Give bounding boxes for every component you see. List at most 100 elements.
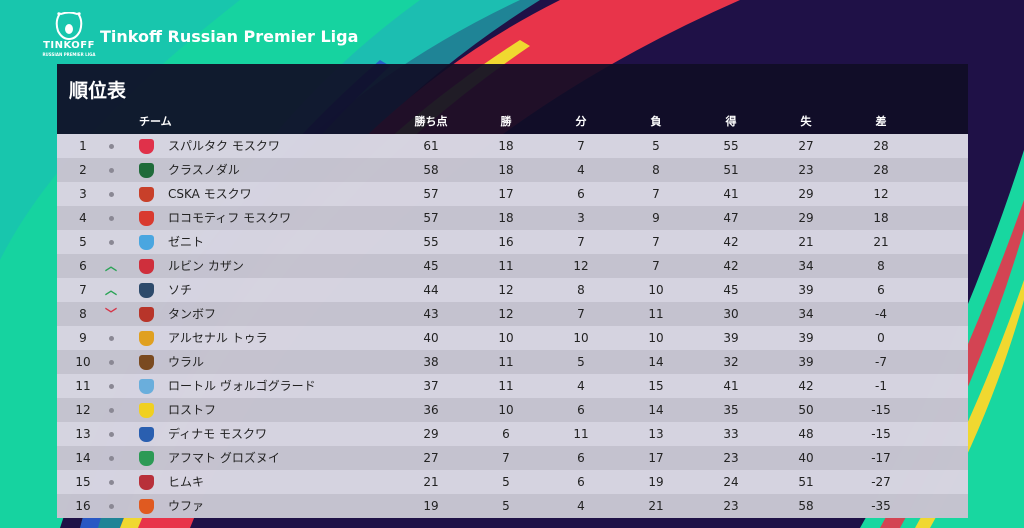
points: 36 — [423, 403, 439, 417]
goals-against: 39 — [798, 283, 814, 297]
team-name: CSKA モスクワ — [168, 187, 252, 201]
table-row[interactable]: 14 アフマト グロズヌイ 27 7 6 17 23 40 -17 — [57, 446, 968, 470]
wins: 11 — [498, 259, 514, 273]
points: 43 — [423, 307, 439, 321]
table-row[interactable]: 4 ロコモティフ モスクワ 57 18 3 9 47 29 18 — [57, 206, 968, 230]
goals-against: 58 — [798, 499, 814, 513]
rank: 13 — [75, 427, 91, 441]
rank: 2 — [79, 163, 87, 177]
goals-against: 29 — [798, 211, 814, 225]
losses: 17 — [648, 451, 664, 465]
goals-for: 35 — [723, 403, 739, 417]
league-title: Tinkoff Russian Premier Liga — [100, 27, 359, 46]
goals-for: 30 — [723, 307, 739, 321]
col-team: チーム — [139, 115, 172, 128]
goals-against: 50 — [798, 403, 814, 417]
trend-same-icon — [91, 158, 131, 182]
wins: 12 — [498, 307, 514, 321]
goal-diff: 28 — [873, 139, 889, 153]
wins: 10 — [498, 403, 514, 417]
trend-same-icon — [91, 446, 131, 470]
draws: 5 — [577, 355, 585, 369]
team-crest-icon — [139, 451, 154, 466]
draws: 4 — [577, 379, 585, 393]
points: 19 — [423, 499, 439, 513]
col-wins: 勝 — [500, 115, 512, 128]
wins: 10 — [498, 331, 514, 345]
rank: 6 — [79, 259, 87, 273]
table-row[interactable]: 5 ゼニト 55 16 7 7 42 21 21 — [57, 230, 968, 254]
rank: 1 — [79, 139, 87, 153]
table-row[interactable]: 9 アルセナル トゥラ 40 10 10 10 39 39 0 — [57, 326, 968, 350]
draws: 8 — [577, 283, 585, 297]
goals-for: 42 — [723, 235, 739, 249]
draws: 4 — [577, 163, 585, 177]
goal-diff: -7 — [875, 355, 887, 369]
goals-against: 27 — [798, 139, 814, 153]
points: 61 — [423, 139, 439, 153]
rank: 5 — [79, 235, 87, 249]
col-draws: 分 — [575, 115, 587, 128]
table-row[interactable]: 8 ﹀ タンボフ 43 12 7 11 30 34 -4 — [57, 302, 968, 326]
goals-against: 39 — [798, 331, 814, 345]
goals-for: 41 — [723, 187, 739, 201]
trend-same-icon — [91, 206, 131, 230]
table-row[interactable]: 7 ︿ ソチ 44 12 8 10 45 39 6 — [57, 278, 968, 302]
losses: 21 — [648, 499, 664, 513]
table-row[interactable]: 10 ウラル 38 11 5 14 32 39 -7 — [57, 350, 968, 374]
team-name: タンボフ — [168, 307, 217, 321]
table-row[interactable]: 13 ディナモ モスクワ 29 6 11 13 33 48 -15 — [57, 422, 968, 446]
page-title: 順位表 — [69, 80, 127, 102]
trend-same-icon — [91, 134, 131, 158]
points: 27 — [423, 451, 439, 465]
goals-against: 21 — [798, 235, 814, 249]
logo-text: TINKOFF — [43, 40, 95, 51]
losses: 7 — [652, 187, 660, 201]
table-row[interactable]: 6 ︿ ルビン カザン 45 11 12 7 42 34 8 — [57, 254, 968, 278]
table-row[interactable]: 3 CSKA モスクワ 57 17 6 7 41 29 12 — [57, 182, 968, 206]
team-crest-icon — [139, 283, 154, 298]
team-name: ロコモティフ モスクワ — [168, 211, 292, 225]
team-name: ウファ — [168, 499, 205, 513]
goal-diff: -17 — [871, 451, 891, 465]
points: 55 — [423, 235, 439, 249]
losses: 19 — [648, 475, 664, 489]
table-row[interactable]: 2 クラスノダル 58 18 4 8 51 23 28 — [57, 158, 968, 182]
team-crest-icon — [139, 379, 154, 394]
draws: 6 — [577, 475, 585, 489]
draws: 4 — [577, 499, 585, 513]
losses: 10 — [648, 331, 664, 345]
goals-against: 42 — [798, 379, 814, 393]
rank: 16 — [75, 499, 91, 513]
trend-same-icon — [91, 350, 131, 374]
rank: 11 — [75, 379, 91, 393]
losses: 8 — [652, 163, 660, 177]
rank: 9 — [79, 331, 87, 345]
team-crest-icon — [139, 499, 154, 514]
points: 38 — [423, 355, 439, 369]
table-row[interactable]: 11 ロートル ヴォルゴグラード 37 11 4 15 41 42 -1 — [57, 374, 968, 398]
points: 21 — [423, 475, 439, 489]
table-row[interactable]: 16 ウファ 19 5 4 21 23 58 -35 — [57, 494, 968, 518]
table-row[interactable]: 1 スパルタク モスクワ 61 18 7 5 55 27 28 — [57, 134, 968, 158]
col-goals-against: 失 — [800, 115, 812, 128]
goals-against: 34 — [798, 259, 814, 273]
goal-diff: 8 — [877, 259, 885, 273]
team-crest-icon — [139, 475, 154, 490]
draws: 7 — [577, 139, 585, 153]
table-row[interactable]: 12 ロストフ 36 10 6 14 35 50 -15 — [57, 398, 968, 422]
losses: 13 — [648, 427, 664, 441]
table-row[interactable]: 15 ヒムキ 21 5 6 19 24 51 -27 — [57, 470, 968, 494]
league-logo: TINKOFF RUSSIAN PREMIER LIGA — [42, 12, 96, 57]
goals-for: 39 — [723, 331, 739, 345]
goal-diff: -27 — [871, 475, 891, 489]
logo-subtext: RUSSIAN PREMIER LIGA — [42, 52, 96, 57]
goals-against: 40 — [798, 451, 814, 465]
wins: 12 — [498, 283, 514, 297]
goals-against: 34 — [798, 307, 814, 321]
trend-same-icon — [91, 422, 131, 446]
draws: 6 — [577, 451, 585, 465]
goals-against: 51 — [798, 475, 814, 489]
rank: 3 — [79, 187, 87, 201]
points: 58 — [423, 163, 439, 177]
